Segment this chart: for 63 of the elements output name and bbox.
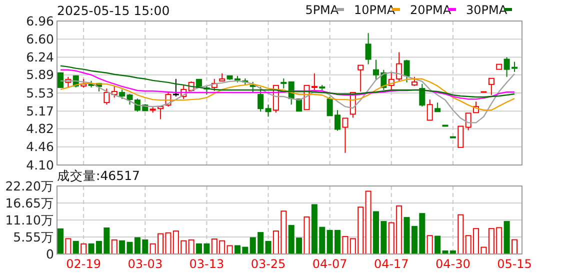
candlestick: [258, 86, 264, 112]
candlestick: [419, 83, 426, 108]
bar: [72, 240, 79, 254]
x-tick-label: 03-13: [189, 257, 224, 271]
y-tick-label: 22.20万: [5, 178, 54, 194]
x-tick-label: 03-03: [128, 257, 163, 271]
candlestick: [365, 32, 372, 65]
legend-label: 10PMA: [354, 3, 396, 17]
bar: [65, 238, 72, 254]
candlestick: [426, 99, 433, 121]
x-tick-label: 02-19: [66, 257, 102, 271]
bar: [111, 239, 118, 254]
chart-title: 2025-05-15 15:00: [57, 3, 170, 18]
x-tick-label: 04-30: [436, 257, 470, 271]
candlestick: [404, 59, 410, 83]
y-tick-label: 16.65万: [5, 195, 54, 210]
y-tick-label: 6.96: [26, 13, 54, 28]
legend-label: 30PMA: [466, 3, 508, 17]
candlestick: [265, 104, 272, 118]
bar: [512, 239, 518, 254]
bar: [458, 214, 464, 254]
candlestick: [411, 76, 418, 86]
candlestick: [172, 78, 180, 98]
bar: [226, 245, 233, 254]
bar: [188, 239, 194, 254]
bar: [80, 243, 87, 254]
candlestick: [119, 88, 126, 100]
x-tick-label: 04-17: [374, 257, 409, 271]
bar: [504, 221, 510, 254]
candlestick: [434, 102, 441, 112]
y-tick-label: 5.89: [26, 67, 54, 82]
y-tick-label: 5.55万: [13, 229, 54, 244]
candlestick: [280, 78, 287, 89]
x-tick-label: 04-07: [312, 257, 348, 271]
y-tick-label: 0: [46, 246, 54, 262]
y-tick-label: 4.82: [26, 121, 54, 136]
bar: [365, 190, 372, 254]
y-tick-label: 5.53: [26, 85, 54, 100]
bar: [119, 240, 126, 254]
candlestick: [296, 98, 302, 112]
candlestick: [488, 78, 494, 96]
chart-title: 成交量:46517: [57, 168, 140, 183]
legend-label: 20PMA: [410, 3, 452, 17]
bar: [265, 240, 272, 254]
legend-label: 5PMA: [305, 3, 340, 17]
y-tick-label: 6.24: [26, 50, 54, 65]
candlestick: [104, 88, 110, 106]
y-tick-label: 11.10万: [5, 212, 54, 228]
x-tick-label: 03-25: [250, 257, 286, 271]
x-tick-label: 05-15: [497, 257, 532, 271]
bar: [342, 236, 348, 254]
candlestick: [311, 72, 318, 91]
bar: [304, 216, 310, 254]
bar: [426, 235, 433, 254]
candlestick: [250, 81, 256, 93]
y-tick-label: 5.17: [26, 104, 54, 118]
candlestick: [358, 64, 364, 92]
bar: [58, 228, 64, 254]
y-tick-label: 4.46: [26, 139, 54, 154]
candlestick: [342, 118, 348, 154]
y-tick-label: 6.60: [26, 32, 54, 46]
candlestick: [458, 126, 464, 148]
y-tick-label: 4.10: [26, 157, 54, 172]
